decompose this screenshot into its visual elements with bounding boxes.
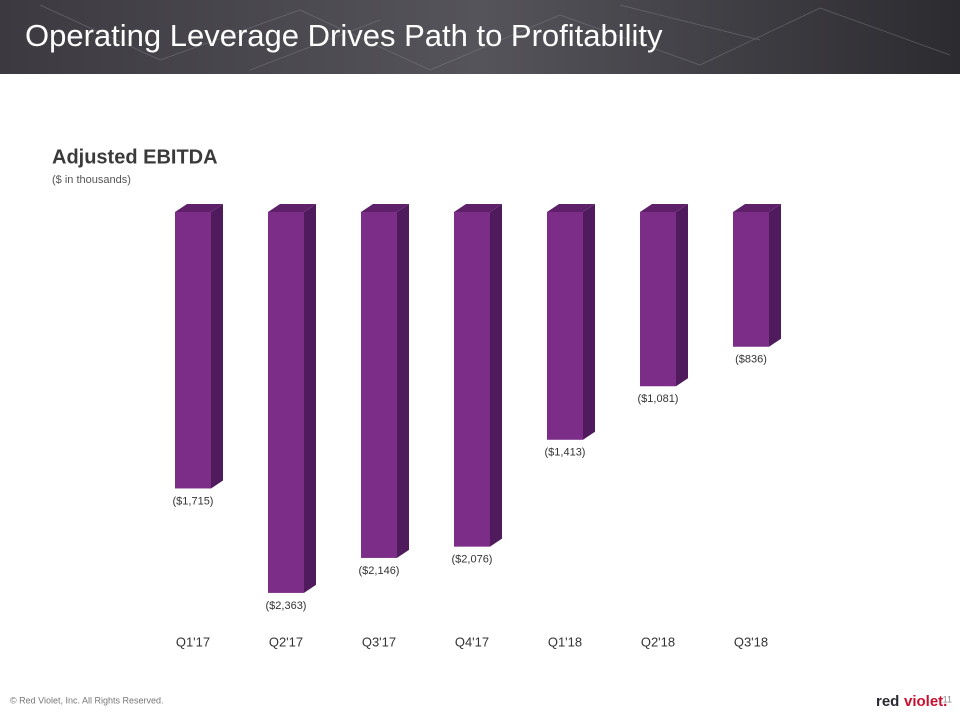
bar (640, 212, 676, 387)
x-tick-label: Q1'17 (176, 634, 210, 649)
bar-side (676, 204, 688, 387)
value-label: ($2,363) (266, 600, 307, 612)
bar-side (397, 204, 409, 558)
value-label: ($2,146) (359, 565, 400, 577)
value-label: ($1,715) (173, 495, 214, 507)
x-tick-label: Q2'17 (269, 634, 303, 649)
slide-title: Operating Leverage Drives Path to Profit… (25, 18, 663, 53)
value-label: ($836) (735, 354, 767, 366)
x-tick-label: Q3'17 (362, 634, 396, 649)
bar-top (268, 204, 316, 212)
chart-subtitle: ($ in thousands) (52, 174, 131, 186)
bar (268, 212, 304, 593)
bar-top (547, 204, 595, 212)
logo-part: red (876, 693, 899, 710)
value-label: ($1,081) (638, 393, 679, 405)
chart-title: Adjusted EBITDA (52, 146, 218, 168)
page-number: 11 (943, 694, 952, 704)
bar-side (211, 204, 223, 489)
x-tick-label: Q2'18 (641, 634, 675, 649)
bar-side (583, 204, 595, 440)
bar-side (490, 204, 502, 547)
bar-top (361, 204, 409, 212)
bar (454, 212, 490, 547)
bar-top (175, 204, 223, 212)
bar (175, 212, 211, 489)
value-label: ($2,076) (452, 554, 493, 566)
bar (361, 212, 397, 558)
x-tick-label: Q1'18 (548, 634, 582, 649)
copyright: © Red Violet, Inc. All Rights Reserved. (10, 695, 164, 705)
x-tick-label: Q3'18 (734, 634, 768, 649)
bar-side (304, 204, 316, 593)
bar-top (454, 204, 502, 212)
x-tick-label: Q4'17 (455, 634, 489, 649)
value-label: ($1,413) (545, 447, 586, 459)
bar-side (769, 204, 781, 347)
bar (733, 212, 769, 347)
bar (547, 212, 583, 440)
logo-part: violet. (904, 693, 947, 710)
bar-top (733, 204, 781, 212)
header-band (0, 0, 960, 74)
header-network (39, 4, 951, 71)
bar-top (640, 204, 688, 212)
